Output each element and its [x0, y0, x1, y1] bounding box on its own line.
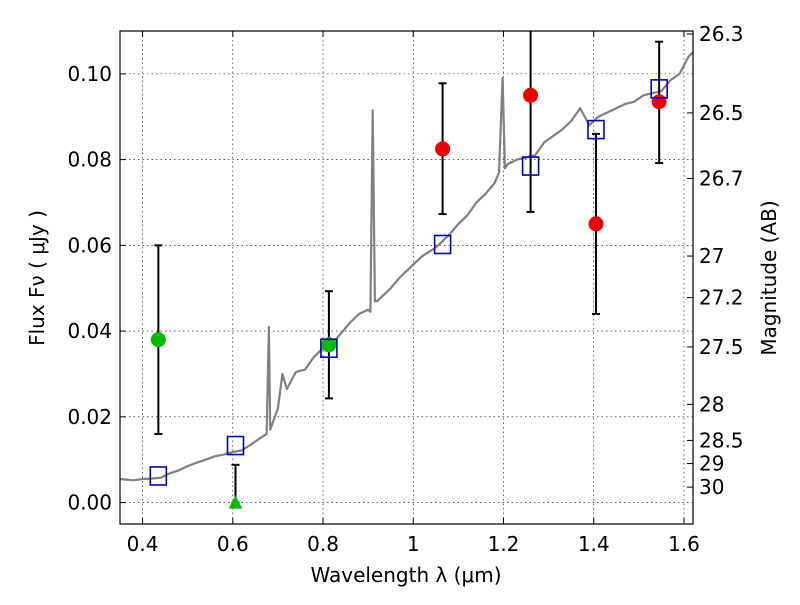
model-photometry-point: [587, 119, 605, 140]
y-axis-label: Flux Fν ( μJy ): [25, 210, 49, 346]
data-point: [651, 94, 667, 110]
y-tick-label: 0.04: [67, 319, 112, 343]
model-photometry-point: [149, 466, 168, 486]
data-point: [150, 332, 166, 348]
right-tick-label: 27.5: [699, 335, 744, 359]
right-tick-label: 26.5: [699, 101, 744, 125]
x-tick-label: 1.2: [488, 532, 520, 556]
right-tick-label: 27: [699, 244, 724, 268]
x-tick-label: 0.4: [127, 532, 159, 556]
y-tick-label: 0.00: [67, 491, 112, 515]
model-photometry-point: [320, 338, 338, 359]
y-tick-label: 0.10: [67, 62, 112, 86]
model-photometry-point: [521, 156, 540, 176]
model-spectrum-line: [120, 51, 693, 482]
grid: [120, 31, 693, 524]
plot-frame: [119, 30, 694, 525]
right-tick-label: 26.3: [699, 22, 744, 46]
ticks: 0.4 0.6 0.8 1 1.2 1.4 1.6 0.00 0.02 0.04 0.06 0.08 0…: [67, 22, 743, 556]
data-point: [588, 216, 604, 232]
model-photometry-point: [433, 234, 452, 255]
x-tick-label: 0.8: [307, 532, 339, 556]
y-tick-label: 0.06: [67, 233, 112, 257]
right-axis-label: Magnitude (AB): [757, 200, 781, 355]
right-tick-label: 27.2: [699, 286, 744, 310]
x-tick-label: 1: [407, 532, 420, 556]
x-tick-label: 1.4: [578, 532, 610, 556]
right-tick-label: 30: [699, 475, 724, 499]
x-tick-label: 0.6: [217, 532, 249, 556]
data-point: [523, 87, 539, 103]
data-point: [435, 141, 451, 157]
model-photometry-point: [226, 435, 245, 456]
right-tick-label: 28.5: [699, 428, 744, 452]
y-tick-label: 0.02: [67, 405, 112, 429]
upper-limit-point: [228, 495, 243, 509]
model-photometry-point: [650, 79, 668, 99]
y-tick-label: 0.08: [67, 148, 112, 172]
right-tick-label: 29: [699, 452, 724, 476]
plot-background: [120, 31, 693, 524]
x-tick-label: 1.6: [668, 532, 700, 556]
x-axis-label: Wavelength λ (μm): [310, 563, 501, 587]
data-point: [321, 337, 337, 353]
right-tick-label: 26.7: [699, 166, 744, 190]
plot-area: [120, 31, 693, 509]
right-tick-label: 28: [699, 392, 724, 416]
